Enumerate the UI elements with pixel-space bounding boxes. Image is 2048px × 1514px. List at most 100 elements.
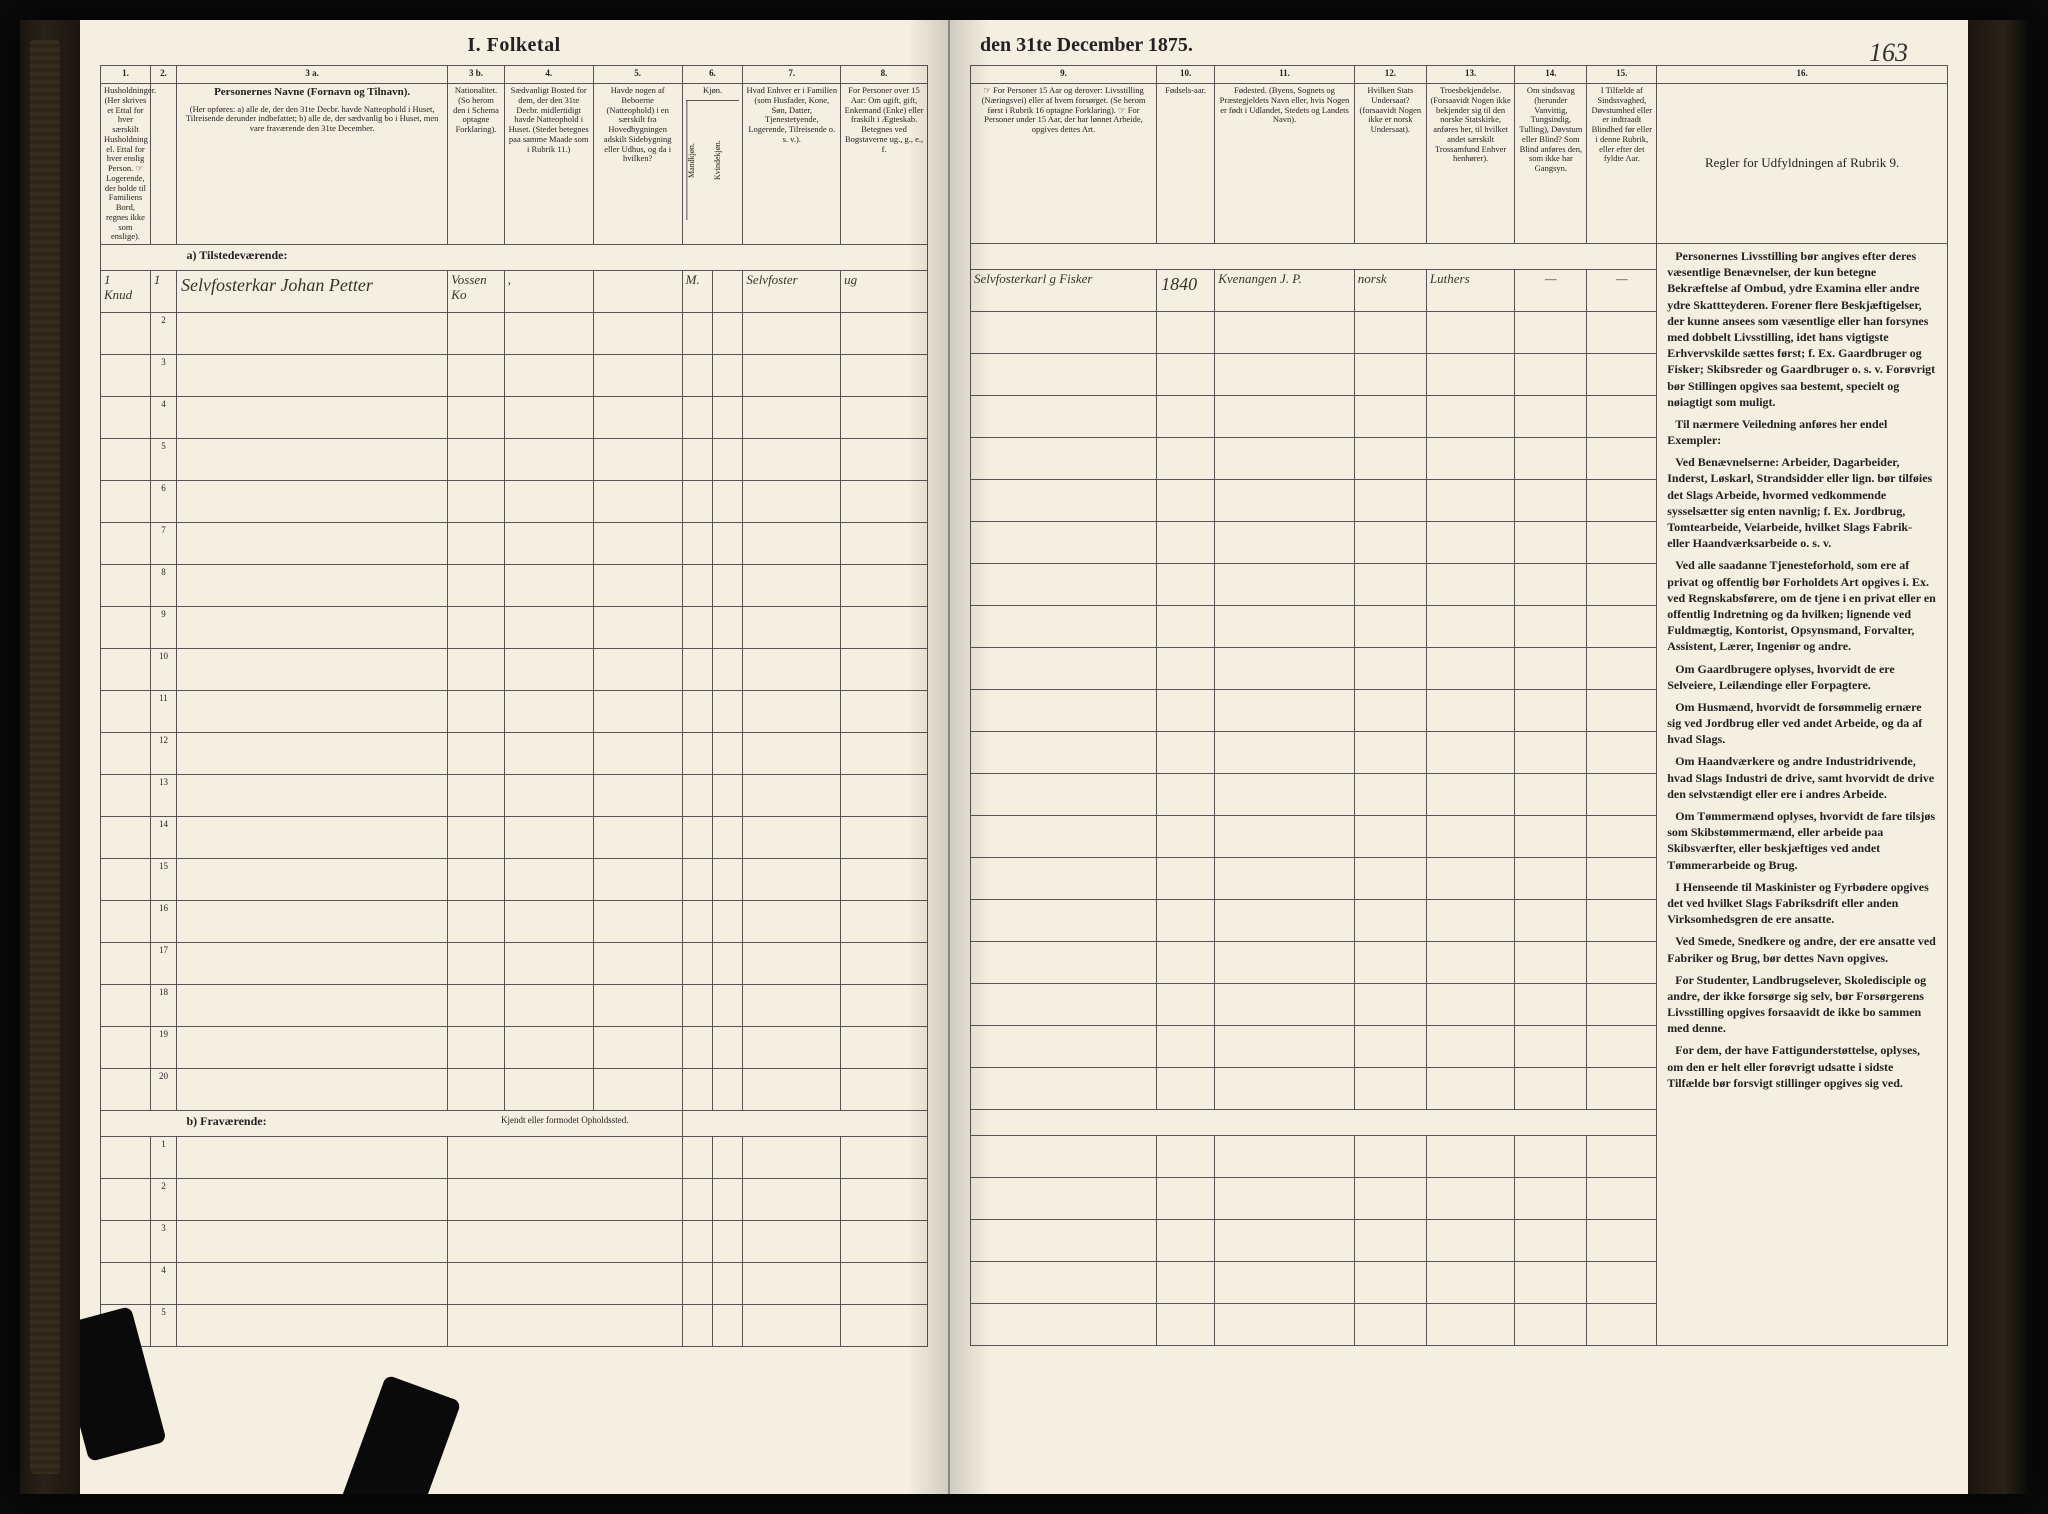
col-5-num: 5.: [593, 66, 682, 84]
rules-p6: Om Husmænd, hvorvidt de forsømmelig ernæ…: [1667, 699, 1937, 748]
data-row-20: 20: [101, 1069, 928, 1111]
data-row-11: 11: [101, 691, 928, 733]
data-row-14: 14: [101, 817, 928, 859]
data-row-4: 4: [101, 397, 928, 439]
r1-occupation: Selvfosterkarl g Fisker: [971, 270, 1157, 312]
section-a-row: a) Tilstedeværende:: [101, 245, 928, 271]
header-row-right: ☞ For Personer 15 Aar og derover: Livsst…: [971, 84, 1948, 244]
book-binding-right: [1968, 20, 2028, 1494]
r1-c14: —: [1515, 270, 1587, 312]
rules-p1: Personernes Livsstilling bør angives eft…: [1667, 248, 1937, 410]
col-10-num: 10.: [1157, 66, 1215, 84]
data-row-17: 17: [101, 943, 928, 985]
col-12-num: 12.: [1354, 66, 1426, 84]
r1-fam: Selvfoster: [743, 271, 841, 313]
census-book-spread: I. Folketal 1. 2. 3 a. 3 b. 4. 5. 6. 7. …: [20, 20, 2028, 1494]
header-11: Fødested. (Byens, Sognets og Præstegjeld…: [1215, 84, 1355, 244]
header-10: Fødsels-aar.: [1157, 84, 1215, 244]
col-15-num: 15.: [1587, 66, 1657, 84]
header-3a-title: Personernes Navne (Fornavn og Tilnavn).: [180, 86, 444, 99]
header-3b: Nationalitet. (So herom den i Schema opt…: [448, 84, 504, 245]
r1-c4: ,: [504, 271, 593, 313]
document-title-left: I. Folketal: [80, 20, 948, 65]
r1-sex: M.: [682, 271, 712, 313]
rules-p9: I Henseende til Maskinister og Fyrbødere…: [1667, 879, 1937, 928]
col-9-num: 9.: [971, 66, 1157, 84]
col-4-num: 4.: [504, 66, 593, 84]
r1-c2: 1: [150, 271, 176, 313]
data-row-3: 3: [101, 355, 928, 397]
data-row-8: 8: [101, 565, 928, 607]
header-row-left: Husholdninger. (Her skrives et Ettal for…: [101, 84, 928, 245]
col-7-num: 7.: [743, 66, 841, 84]
col-11-num: 11.: [1215, 66, 1355, 84]
header-12: Hvilken Stats Undersaat? (forsaavidt Nog…: [1354, 84, 1426, 244]
left-page: I. Folketal 1. 2. 3 a. 3 b. 4. 5. 6. 7. …: [80, 20, 950, 1494]
r1-name: Selvfosterkar Johan Petter: [176, 271, 447, 313]
header-9: ☞ For Personer 15 Aar og derover: Livsst…: [971, 84, 1157, 244]
r1-c15: —: [1587, 270, 1657, 312]
header-6-top: Kjøn.: [686, 86, 740, 96]
col-2-num: 2.: [150, 66, 176, 84]
rules-p7: Om Haandværkere og andre Industridrivend…: [1667, 753, 1937, 802]
archive-clip-mid: [338, 1375, 461, 1494]
data-row-13: 13: [101, 775, 928, 817]
header-1: Husholdninger. (Her skrives et Ettal for…: [101, 84, 151, 245]
header-16: Regler for Udfyldningen af Rubrik 9.: [1657, 84, 1948, 244]
rules-p8: Om Tømmermænd oplyses, hvorvidt de fare …: [1667, 808, 1937, 873]
rules-p10: Ved Smede, Snedkere og andre, der ere an…: [1667, 933, 1937, 965]
data-row-2: 2: [101, 313, 928, 355]
section-a-label: a) Tilstedeværende:: [176, 245, 927, 271]
data-row-9: 9: [101, 607, 928, 649]
col-16-num: 16.: [1657, 66, 1948, 84]
document-title-right: den 31te December 1875.: [950, 20, 1968, 65]
header-6-m: Mandkjøn.: [686, 101, 713, 220]
header-8: For Personer over 15 Aar: Om ugift, gift…: [841, 84, 928, 245]
r1-birthyear: 1840: [1157, 270, 1215, 312]
data-row-16: 16: [101, 901, 928, 943]
page-number: 163: [1869, 38, 1908, 68]
r1-marital: ug: [841, 271, 928, 313]
rules-column: Personernes Livsstilling bør angives eft…: [1657, 244, 1948, 1346]
section-b-note: Kjendt eller formodet Opholdssted.: [448, 1111, 682, 1137]
data-row-1: 1 Knud 1 Selvfosterkar Johan Petter Voss…: [101, 271, 928, 313]
data-row-19: 19: [101, 1027, 928, 1069]
section-b-row: b) Fraværende: Kjendt eller formodet Oph…: [101, 1111, 928, 1137]
rules-p2: Til nærmere Veiledning anføres her endel…: [1667, 416, 1937, 448]
col-1-num: 1.: [101, 66, 151, 84]
col-3b-num: 3 b.: [448, 66, 504, 84]
data-row-10: 10: [101, 649, 928, 691]
data-row-b4: 4: [101, 1263, 928, 1305]
section-b-label: b) Fraværende:: [176, 1111, 447, 1137]
col-6-num: 6.: [682, 66, 743, 84]
rules-p5: Om Gaardbrugere oplyses, hvorvidt de ere…: [1667, 661, 1937, 693]
header-7: Hvad Enhver er i Familien (som Husfader,…: [743, 84, 841, 245]
r1-c5: [593, 271, 682, 313]
rules-p3: Ved Benævnelserne: Arbeider, Dagarbeider…: [1667, 454, 1937, 551]
col-3a-num: 3 a.: [176, 66, 447, 84]
data-row-b5: 5: [101, 1305, 928, 1347]
col-13-num: 13.: [1426, 66, 1514, 84]
column-number-row: 1. 2. 3 a. 3 b. 4. 5. 6. 7. 8.: [101, 66, 928, 84]
data-row-6: 6: [101, 481, 928, 523]
header-3a-sub: (Her opføres: a) alle de, der den 31te D…: [180, 105, 444, 134]
r1-nat: Vossen Ko: [448, 271, 504, 313]
col-14-num: 14.: [1515, 66, 1587, 84]
census-table-left: 1. 2. 3 a. 3 b. 4. 5. 6. 7. 8. Husholdni…: [100, 65, 928, 1347]
data-row-7: 7: [101, 523, 928, 565]
census-table-right: 9. 10. 11. 12. 13. 14. 15. 16. ☞ For Per…: [970, 65, 1948, 1346]
rules-p12: For dem, der have Fattigunderstøttelse, …: [1667, 1042, 1937, 1091]
header-5: Havde nogen af Beboerne (Natteophold) i …: [593, 84, 682, 245]
header-2: [150, 84, 176, 245]
data-row-b1: 1: [101, 1137, 928, 1179]
header-3a: Personernes Navne (Fornavn og Tilnavn). …: [176, 84, 447, 245]
data-row-18: 18: [101, 985, 928, 1027]
header-4: Sædvanligt Bosted for dem, der den 31te …: [504, 84, 593, 245]
data-row-5: 5: [101, 439, 928, 481]
header-6-k: Kvindekjøn.: [713, 101, 739, 220]
col-8-num: 8.: [841, 66, 928, 84]
r1-religion: Luthers: [1426, 270, 1514, 312]
data-row-b2: 2: [101, 1179, 928, 1221]
r1-c6k: [713, 271, 743, 313]
data-row-15: 15: [101, 859, 928, 901]
